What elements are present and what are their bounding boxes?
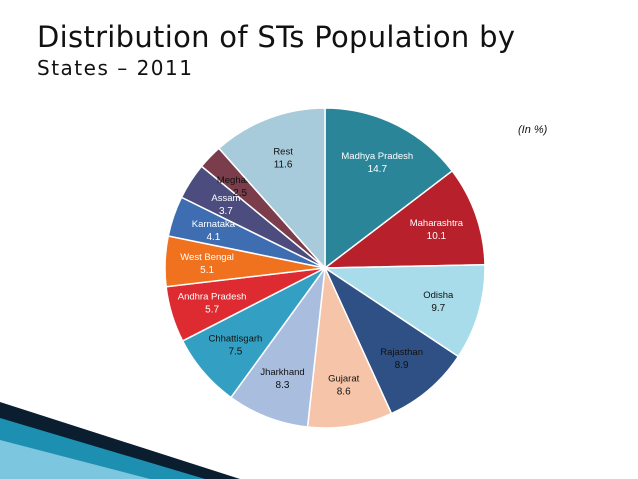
chart-title: Distribution of STs Population by States… <box>37 22 515 79</box>
pie-slice-maharashtra <box>322 169 486 269</box>
slice-value-karnataka: 4.1 <box>206 232 220 243</box>
title-line: Distribution of STs Population by <box>37 20 516 54</box>
pie-slice-rest <box>217 107 326 270</box>
slice-value-rajasthan: 8.9 <box>395 360 409 371</box>
pie-slice-odisha <box>322 263 486 358</box>
slice-label-odisha: Odisha <box>423 290 454 301</box>
slice-label-chhattisgarh: Chhattisgarh <box>208 334 262 345</box>
slice-value-odisha: 9.7 <box>431 303 445 314</box>
slice-value-rest: 11.6 <box>274 160 293 171</box>
slice-value-jharkhand: 8.3 <box>276 380 290 391</box>
slice-value-gujarat: 8.6 <box>337 387 351 398</box>
slice-label-andhra-pradesh: Andhra Pradesh <box>178 291 247 302</box>
slice-value-madhya-pradesh: 14.7 <box>368 164 388 175</box>
subtitle-line: States – 2011 <box>37 56 194 81</box>
slice-label-rest: Rest <box>273 147 293 158</box>
pie-slice-madhya-pradesh <box>324 107 454 270</box>
slice-value-west-bengal: 5.1 <box>200 265 214 276</box>
slice-value-chhattisgarh: 7.5 <box>228 347 242 358</box>
slice-label-madhya-pradesh: Madhya Pradesh <box>341 151 413 162</box>
slice-value-andhra-pradesh: 5.7 <box>205 304 219 315</box>
corner-light-band <box>0 440 150 479</box>
slice-label-meghalaya: Meghalaya <box>217 175 264 186</box>
pie-slice-gujarat <box>306 265 393 429</box>
slice-label-karnataka: Karnataka <box>192 219 236 230</box>
slice-value-meghalaya: 2.5 <box>233 188 247 199</box>
slice-label-rajasthan: Rajasthan <box>380 347 423 358</box>
pie-slice-rajasthan <box>323 265 460 415</box>
slice-label-assam: Assam <box>211 193 240 204</box>
slice-value-assam: 3.7 <box>219 206 233 217</box>
slice-label-gujarat: Gujarat <box>328 374 360 385</box>
unit-note: (In %) <box>518 124 548 136</box>
slice-value-maharashtra: 10.1 <box>427 231 447 242</box>
slice-label-maharashtra: Maharashtra <box>410 218 464 229</box>
slice-label-west-bengal: West Bengal <box>180 252 234 263</box>
slice-label-jharkhand: Jharkhand <box>260 367 304 378</box>
